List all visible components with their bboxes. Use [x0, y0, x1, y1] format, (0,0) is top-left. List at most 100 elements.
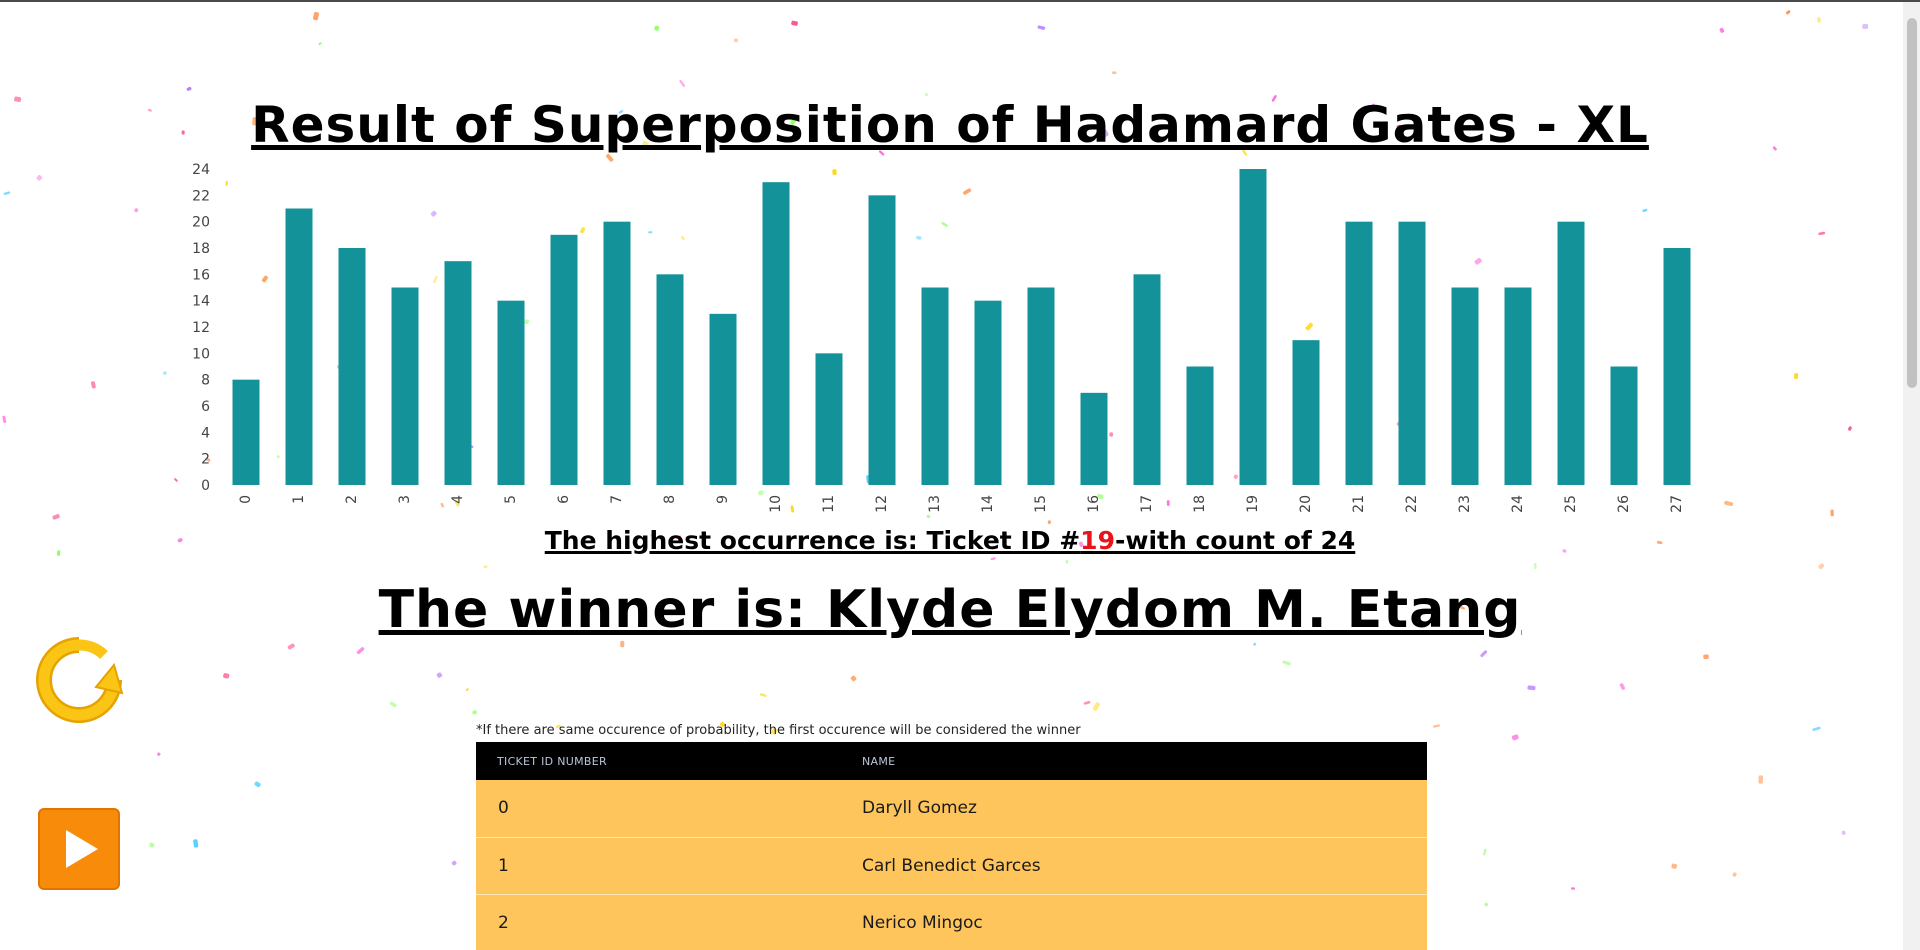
- bar-ticket-0[interactable]: [232, 379, 260, 485]
- confetti-piece: [254, 781, 261, 788]
- confetti-piece: [1619, 683, 1626, 690]
- confetti-piece: [759, 693, 767, 697]
- confetti-piece: [149, 842, 155, 848]
- confetti-piece: [1818, 563, 1825, 570]
- table-row: 2 Nerico Mingoc: [476, 894, 1427, 950]
- confetti-piece: [1253, 642, 1257, 646]
- bar-ticket-9[interactable]: [709, 313, 737, 485]
- bar-ticket-10[interactable]: [762, 182, 790, 485]
- name-cell: Nerico Mingoc: [862, 912, 983, 933]
- vertical-scrollbar[interactable]: [1903, 2, 1920, 950]
- header-name: NAME: [862, 754, 896, 768]
- refresh-icon: [36, 637, 124, 723]
- table-header-row: TICKET ID NUMBER NAME: [476, 742, 1427, 780]
- ticket-table: TICKET ID NUMBER NAME 0 Daryll Gomez 1 C…: [476, 742, 1427, 950]
- x-tick-label: 26: [1616, 495, 1632, 513]
- bar-ticket-12[interactable]: [868, 195, 896, 486]
- confetti-piece: [157, 752, 161, 756]
- x-tick-label: 7: [609, 495, 625, 504]
- ticket-id-cell: 2: [498, 912, 509, 933]
- bar-ticket-8[interactable]: [656, 274, 684, 485]
- bar-ticket-3[interactable]: [391, 287, 419, 486]
- confetti-piece: [1484, 902, 1489, 907]
- bar-ticket-16[interactable]: [1080, 392, 1108, 485]
- confetti-piece: [193, 839, 199, 848]
- x-tick-label: 18: [1192, 495, 1208, 513]
- x-tick-label: 22: [1404, 495, 1420, 513]
- confetti-piece: [1047, 520, 1051, 525]
- y-tick-label: 20: [192, 215, 210, 231]
- bars: [232, 169, 1691, 486]
- x-tick-label: 20: [1298, 495, 1314, 513]
- confetti-piece: [389, 701, 397, 708]
- highest-suffix: -with count of 24: [1114, 526, 1356, 555]
- bar-ticket-25[interactable]: [1557, 221, 1585, 485]
- highest-prefix: The highest occurrence is: Ticket ID #: [544, 526, 1081, 555]
- highest-occurrence-text: The highest occurrence is: Ticket ID #19…: [0, 526, 1900, 555]
- x-tick-label: 3: [397, 495, 413, 504]
- name-cell: Daryll Gomez: [862, 798, 977, 819]
- confetti-piece: [1083, 700, 1091, 705]
- x-tick-label: 1: [291, 495, 307, 504]
- confetti-piece: [223, 673, 230, 679]
- confetti-piece: [1732, 872, 1737, 877]
- scrollbar-thumb[interactable]: [1907, 18, 1917, 388]
- bar-ticket-22[interactable]: [1398, 221, 1426, 485]
- y-tick-label: 24: [192, 162, 210, 178]
- highest-ticket-id: 19: [1080, 526, 1115, 555]
- bar-ticket-24[interactable]: [1504, 287, 1532, 486]
- bar-ticket-26[interactable]: [1610, 366, 1638, 486]
- y-tick-label: 16: [192, 267, 210, 283]
- confetti-piece: [1570, 887, 1576, 890]
- bar-ticket-18[interactable]: [1186, 366, 1214, 486]
- y-tick-label: 22: [192, 188, 210, 204]
- confetti-piece: [1671, 863, 1678, 869]
- bar-ticket-2[interactable]: [338, 248, 366, 485]
- bar-ticket-27[interactable]: [1663, 248, 1691, 485]
- confetti-piece: [620, 640, 625, 648]
- y-tick-label: 0: [201, 478, 210, 494]
- confetti-piece: [1527, 685, 1536, 691]
- bar-ticket-23[interactable]: [1451, 287, 1479, 486]
- confetti-piece: [356, 647, 365, 655]
- x-tick-label: 17: [1139, 495, 1155, 513]
- x-tick-label: 11: [821, 495, 837, 513]
- confetti-piece: [1480, 650, 1488, 658]
- bar-ticket-15[interactable]: [1027, 287, 1055, 486]
- confetti-piece: [451, 860, 457, 866]
- bar-ticket-4[interactable]: [444, 261, 472, 485]
- x-tick-label: 10: [768, 495, 784, 513]
- y-tick-label: 6: [201, 399, 210, 415]
- y-tick-label: 4: [201, 425, 210, 441]
- bar-ticket-21[interactable]: [1345, 221, 1373, 485]
- x-tick-label: 19: [1245, 495, 1261, 513]
- bar-ticket-6[interactable]: [550, 234, 578, 485]
- bar-ticket-19[interactable]: [1239, 169, 1267, 485]
- bar-ticket-14[interactable]: [974, 300, 1002, 485]
- name-cell: Carl Benedict Garces: [862, 855, 1041, 876]
- bar-ticket-11[interactable]: [815, 353, 843, 485]
- bar-ticket-7[interactable]: [603, 221, 631, 485]
- bar-ticket-1[interactable]: [285, 208, 313, 486]
- confetti-piece: [990, 557, 996, 561]
- bar-ticket-20[interactable]: [1292, 340, 1320, 485]
- x-tick-label: 24: [1510, 495, 1526, 513]
- bar-ticket-17[interactable]: [1133, 274, 1161, 485]
- confetti-piece: [1534, 562, 1537, 570]
- confetti-piece: [472, 710, 477, 715]
- confetti-piece: [1092, 702, 1101, 711]
- bar-ticket-5[interactable]: [497, 300, 525, 485]
- x-tick-label: 0: [238, 495, 254, 504]
- x-tick-label: 14: [980, 495, 996, 513]
- play-button[interactable]: [38, 808, 120, 890]
- x-tick-label: 5: [503, 495, 519, 504]
- x-tick-label: 12: [874, 495, 890, 513]
- refresh-button[interactable]: [34, 635, 124, 725]
- bar-ticket-13[interactable]: [921, 287, 949, 486]
- confetti-piece: [1841, 830, 1846, 836]
- confetti-piece: [1812, 726, 1821, 731]
- x-tick-label: 21: [1351, 495, 1367, 513]
